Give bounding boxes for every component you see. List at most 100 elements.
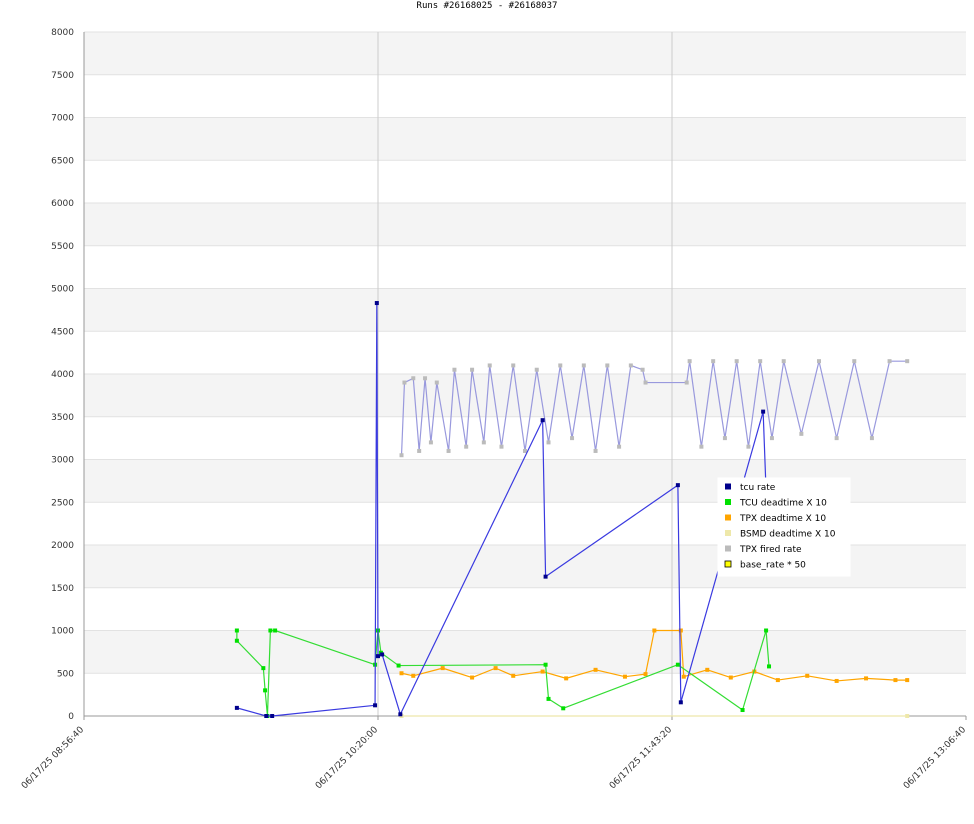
legend-label: TCU deadtime X 10 [739, 499, 827, 509]
data-point [722, 436, 727, 441]
data-point [758, 359, 763, 364]
data-point [234, 705, 239, 710]
data-point [470, 675, 475, 680]
x-tick-label: 06/17/25 10:20:00 [314, 725, 380, 791]
legend-label: TPX deadtime X 10 [739, 514, 826, 524]
legend-label: BSMD deadtime X 10 [740, 530, 836, 540]
y-tick-label: 3500 [51, 413, 74, 423]
data-point [711, 359, 716, 364]
grid-band [84, 288, 966, 332]
data-point [373, 703, 378, 708]
data-point [561, 706, 566, 711]
data-point [376, 654, 380, 659]
x-tick-label: 06/17/25 11:43:20 [608, 725, 674, 791]
legend-swatch [725, 514, 731, 521]
y-tick-label: 5000 [51, 285, 74, 295]
series-line [236, 302, 770, 717]
data-point [570, 436, 575, 441]
y-tick-label: 1000 [51, 627, 74, 637]
data-point [764, 628, 769, 633]
data-point [543, 574, 548, 579]
data-point [681, 674, 686, 679]
data-point [628, 363, 633, 368]
data-point [593, 448, 598, 453]
data-point [546, 440, 551, 445]
data-point [734, 359, 739, 364]
data-point [558, 363, 563, 368]
data-point [761, 409, 766, 414]
data-point [263, 688, 268, 693]
data-point [767, 664, 772, 669]
data-point [374, 301, 379, 306]
x-tick-label: 06/17/25 13:06:40 [902, 725, 968, 791]
data-point [399, 671, 404, 676]
data-point [640, 367, 645, 372]
data-point [805, 673, 810, 678]
data-point [699, 444, 704, 449]
y-tick-label: 4000 [51, 370, 74, 380]
legend-swatch [725, 483, 731, 490]
data-point [781, 359, 786, 364]
data-point [380, 652, 385, 657]
data-point [678, 628, 683, 633]
data-point [834, 678, 839, 683]
data-point [775, 678, 780, 683]
y-tick-label: 1500 [51, 584, 74, 594]
data-point [411, 376, 416, 381]
data-point [534, 367, 539, 372]
data-point [605, 363, 610, 368]
y-tick-label: 7000 [51, 114, 74, 124]
y-tick-label: 2000 [51, 541, 74, 551]
legend-swatch [725, 545, 731, 552]
series-line [400, 360, 908, 456]
data-point [481, 440, 486, 445]
data-point [264, 714, 269, 718]
data-point [396, 663, 401, 668]
data-point [864, 676, 869, 681]
data-point [564, 676, 569, 681]
legend-swatch [725, 499, 731, 505]
data-point [905, 678, 910, 683]
data-point [728, 675, 733, 680]
grid-band [84, 374, 966, 417]
y-tick-label: 6500 [51, 156, 74, 166]
data-point [411, 673, 416, 678]
data-point [493, 666, 498, 671]
grid-band [84, 203, 966, 246]
data-point [540, 418, 545, 423]
data-point [684, 380, 689, 385]
data-point [440, 666, 445, 671]
data-point [470, 367, 475, 372]
data-point [464, 444, 469, 449]
data-point [487, 363, 492, 368]
data-point [270, 714, 275, 718]
data-point [398, 712, 403, 717]
data-point [643, 380, 648, 385]
chart-title: Runs #26168025 - #26168037 [416, 1, 558, 11]
data-point [268, 628, 273, 633]
legend-swatch [724, 560, 732, 568]
data-point [261, 666, 266, 671]
data-point [540, 669, 545, 674]
data-point [434, 380, 439, 385]
data-point [675, 483, 680, 488]
data-point [593, 667, 598, 672]
data-point [417, 448, 422, 453]
legend-label: TPX fired rate [739, 545, 802, 555]
legend-label: tcu rate [740, 483, 776, 493]
legend-label: base_rate * 50 [740, 561, 806, 571]
data-point [675, 662, 680, 667]
series-line [236, 629, 770, 717]
data-point [234, 628, 239, 633]
data-point [834, 436, 839, 441]
x-tick-label: 06/17/25 08:56:40 [20, 725, 86, 791]
y-tick-label: 8000 [51, 28, 74, 38]
y-tick-label: 3000 [51, 456, 74, 466]
y-tick-label: 0 [68, 712, 74, 722]
data-point [423, 376, 428, 381]
data-point [273, 628, 278, 633]
data-point [887, 359, 892, 364]
data-point [452, 367, 457, 372]
data-point [799, 431, 804, 436]
